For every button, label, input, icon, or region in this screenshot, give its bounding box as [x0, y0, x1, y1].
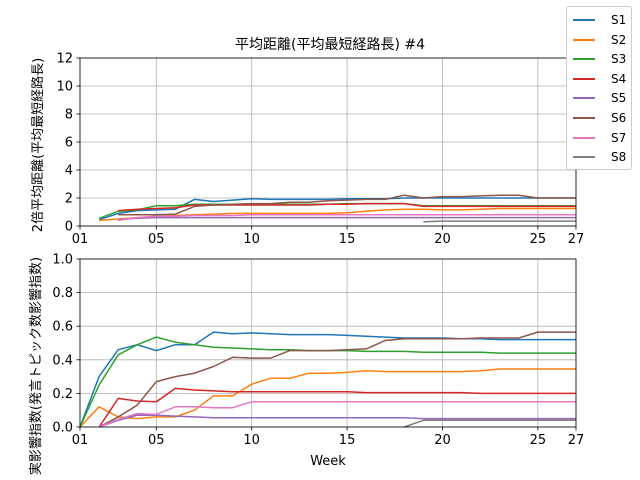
x-axis-label: Week: [310, 454, 346, 469]
legend-swatch: [573, 58, 595, 61]
legend-item-s1: S1: [567, 11, 633, 30]
legend: S1 S2 S3 S4 S5 S6 S7 S8: [566, 6, 632, 170]
top-chart-panel: 01 05 10 15 20 25 27 0 2 4 6 8 10 12: [56, 52, 584, 248]
series-line-s8: [423, 220, 576, 223]
legend-swatch: [573, 156, 595, 159]
x-tick-label: 20: [434, 433, 451, 448]
y-tick-label: 6: [65, 136, 73, 151]
x-tick-label: 15: [339, 433, 356, 448]
series-line-s6: [118, 194, 576, 216]
y-tick-label: 0.0: [52, 421, 73, 436]
legend-item-s4: S4: [567, 70, 633, 89]
legend-item-s7: S7: [567, 129, 633, 148]
legend-label: S3: [611, 52, 627, 67]
y-tick-label: 2: [65, 192, 73, 207]
series-line-s5: [118, 216, 576, 221]
axes-frame: [79, 258, 577, 428]
x-tick-label: 25: [530, 433, 547, 448]
legend-label: S7: [611, 130, 627, 145]
x-tick-label: 20: [434, 232, 451, 247]
legend-swatch: [573, 38, 595, 41]
series-line-s6: [98, 331, 576, 428]
series-line-s2: [79, 368, 576, 428]
top-y-axis-label: 2倍平均距離(平均最短経路長): [30, 58, 46, 232]
legend-label: S5: [611, 91, 627, 106]
x-tick-label: 05: [148, 433, 165, 448]
x-tick-label: 01: [72, 232, 89, 247]
y-tick-label: 0: [65, 220, 73, 235]
y-tick-label: 1.0: [52, 253, 73, 268]
y-tick-label: 10: [56, 80, 73, 95]
y-tick-label: 0.4: [52, 353, 73, 368]
series-line-s1: [79, 331, 576, 428]
legend-item-s8: S8: [567, 148, 633, 167]
legend-swatch: [573, 77, 595, 80]
y-tick-label: 0.8: [52, 286, 73, 301]
x-tick-label: 10: [243, 232, 260, 247]
legend-label: S2: [611, 32, 627, 47]
legend-item-s6: S6: [567, 109, 633, 128]
legend-item-s5: S5: [567, 89, 633, 108]
legend-item-s3: S3: [567, 50, 633, 69]
legend-swatch: [573, 136, 595, 139]
series-line-s5: [98, 414, 576, 428]
legend-label: S1: [611, 13, 627, 27]
legend-label: S6: [611, 111, 627, 125]
bottom-y-axis-label: 実影響指数(発言トピック数影響指数): [28, 257, 44, 475]
legend-item-s2: S2: [567, 31, 633, 50]
y-tick-label: 0.2: [52, 387, 73, 402]
legend-swatch: [573, 117, 595, 119]
y-tick-label: 12: [56, 52, 73, 67]
x-tick-label: 10: [243, 433, 260, 448]
series-line-s8: [404, 419, 576, 428]
series-line-s7: [118, 214, 576, 222]
x-tick-label: 27: [568, 232, 585, 247]
y-tick-label: 0.6: [52, 320, 73, 335]
legend-swatch: [573, 97, 595, 100]
legend-label: S4: [611, 71, 627, 86]
y-tick-label: 8: [65, 108, 73, 123]
x-tick-label: 05: [148, 232, 165, 247]
series-line-s4: [118, 202, 576, 212]
legend-label: S8: [611, 150, 627, 165]
legend-swatch: [573, 19, 595, 21]
series-line-s7: [98, 401, 576, 428]
chart-title: 平均距離(平均最短経路長) #4: [235, 36, 425, 53]
x-tick-label: 27: [568, 433, 585, 448]
x-tick-label: 25: [530, 232, 547, 247]
x-tick-label: 15: [339, 232, 356, 247]
bottom-chart-panel: 01 05 10 15 20 25 27 0.0 0.2 0.4 0.6 0.8 1.0: [52, 253, 584, 449]
series-line-s4: [98, 387, 576, 428]
y-tick-label: 4: [65, 164, 73, 179]
x-tick-label: 01: [72, 433, 89, 448]
